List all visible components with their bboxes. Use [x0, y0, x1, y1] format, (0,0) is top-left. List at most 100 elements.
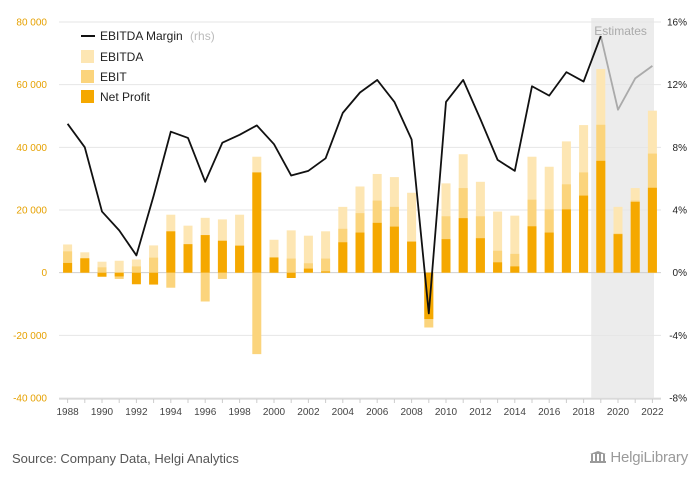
legend-swatch-ebit: [81, 70, 94, 83]
net-profit-bar: [252, 172, 262, 273]
ebit-bar: [149, 257, 159, 273]
net-profit-bar: [613, 234, 623, 273]
ebitda-bar: [407, 192, 417, 273]
net-profit-bar: [235, 245, 245, 273]
x-tick-label: 2020: [607, 407, 630, 418]
y-tick-right: 8%: [673, 143, 688, 154]
y-axis-right: 16% 12% 8% 4% 0% -4% -8%: [667, 18, 687, 405]
net-profit-bar: [475, 238, 485, 273]
net-profit-bar: [183, 244, 193, 273]
net-profit-bar: [97, 272, 107, 277]
y-tick-right: 4%: [673, 206, 688, 217]
ebitda-bar: [131, 259, 141, 273]
ebit-bar: [166, 272, 176, 288]
legend-label-ebitda: EBITDA: [100, 50, 143, 64]
ebitda-margin-line: [66, 35, 653, 315]
x-tick-label: 2004: [332, 407, 355, 418]
net-profit-bar: [149, 272, 159, 285]
ebit-bar: [303, 263, 313, 273]
y-axis-left: 80 000 60 000 40 000 20 000 0 -20 000 -40 000: [13, 18, 47, 405]
x-tick-label: 2012: [469, 407, 492, 418]
y-tick-left: -20 000: [13, 331, 47, 342]
ebit-bar: [493, 250, 503, 273]
ebit-bar: [200, 272, 210, 302]
source-note: Source: Company Data, Helgi Analytics: [12, 451, 239, 466]
y-tick-left: 80 000: [16, 18, 47, 29]
net-profit-bar: [596, 160, 606, 273]
net-profit-bar: [407, 241, 417, 273]
net-profit-bar: [200, 235, 210, 273]
bars: [63, 69, 657, 355]
x-tick-label: 2008: [400, 407, 423, 418]
estimates-label: Estimates: [594, 24, 647, 38]
ebitda-bar: [235, 214, 245, 273]
x-tick-label: 2002: [297, 407, 320, 418]
net-profit-bar: [286, 272, 296, 278]
ebit-bar: [510, 253, 520, 273]
net-profit-bar: [372, 222, 382, 273]
legend-label-rhs: (rhs): [190, 29, 215, 43]
ebitda-bar: [321, 231, 331, 273]
x-tick-label: 1994: [160, 407, 183, 418]
y-tick-left: 60 000: [16, 80, 47, 91]
ebitda-bar: [510, 215, 520, 273]
x-tick-label: 1992: [125, 407, 148, 418]
x-tick-label: 2016: [538, 407, 561, 418]
x-tick-label: 1990: [91, 407, 114, 418]
legend: EBITDA Margin (rhs) EBITDA EBIT Net Prof…: [81, 29, 215, 104]
y-tick-right: 12%: [667, 80, 687, 91]
net-profit-bar: [441, 239, 451, 273]
legend-swatch-net-profit: [81, 90, 94, 103]
ebitda-margin-line-actual: [66, 35, 602, 315]
x-axis: 1988 1990 1992 1994 1996 1998 2000 2002 2004 2006…: [56, 398, 664, 418]
net-profit-bar: [269, 257, 279, 273]
legend-label-ebit: EBIT: [100, 70, 127, 84]
net-profit-bar: [355, 232, 365, 273]
net-profit-bar: [527, 226, 537, 273]
legend-label-ebitda-margin: EBITDA Margin: [100, 29, 183, 43]
net-profit-bar: [303, 268, 313, 273]
library-icon: [590, 451, 607, 463]
chart: Estimates 80 000 60 000 40 000 20 000 0 -20 0…: [13, 18, 687, 419]
ebitda-bar: [114, 260, 124, 273]
ebitda-bar: [269, 239, 279, 273]
x-tick-label: 1988: [56, 407, 79, 418]
net-profit-bar: [630, 201, 640, 273]
y-tick-left: -40 000: [13, 394, 47, 405]
ebit-bar: [97, 267, 107, 273]
net-profit-bar: [510, 266, 520, 273]
net-profit-bar: [493, 262, 503, 273]
net-profit-bar: [579, 195, 589, 273]
grid-lines: [59, 21, 661, 399]
ebitda-bar: [286, 230, 296, 273]
net-profit-bar: [338, 242, 348, 273]
y-tick-right: -4%: [669, 331, 687, 342]
ebitda-bar: [97, 261, 107, 273]
net-profit-bar: [561, 209, 571, 273]
ebit-bar: [217, 272, 227, 279]
net-profit-bar: [217, 240, 227, 273]
ebitda-margin-line-estimate: [599, 35, 653, 111]
net-profit-bar: [80, 258, 90, 273]
y-tick-left: 20 000: [16, 206, 47, 217]
x-tick-label: 2022: [641, 407, 664, 418]
x-tick-label: 1996: [194, 407, 217, 418]
net-profit-bar: [114, 272, 124, 277]
ebit-bar: [63, 251, 73, 273]
x-tick-label: 2000: [263, 407, 286, 418]
y-tick-left: 40 000: [16, 143, 47, 154]
legend-swatch-ebitda: [81, 50, 94, 63]
y-tick-right: -8%: [669, 394, 687, 405]
ebit-bar: [321, 258, 331, 273]
net-profit-bar: [321, 271, 331, 273]
net-profit-bar: [131, 272, 141, 285]
x-tick-label: 1998: [228, 407, 251, 418]
net-profit-bar: [544, 232, 554, 273]
ebit-bar: [252, 272, 262, 355]
net-profit-bar: [63, 262, 73, 273]
y-tick-left: 0: [41, 268, 47, 279]
ebit-bar: [131, 266, 141, 273]
ebitda-bar: [303, 235, 313, 273]
net-profit-bar: [424, 272, 434, 320]
net-profit-bar: [389, 226, 399, 273]
